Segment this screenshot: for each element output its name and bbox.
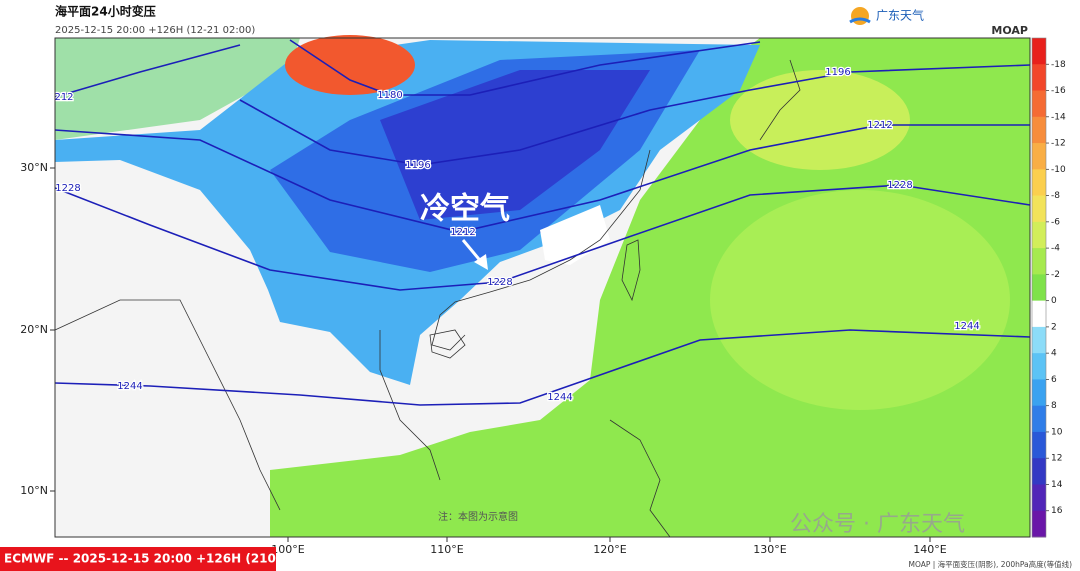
lon-label: 120°E (593, 543, 626, 556)
contour-label: 1244 (954, 321, 979, 332)
contour-label: 212 (54, 92, 73, 103)
colorbar-segment (1032, 143, 1046, 170)
contour-label: 1244 (117, 381, 142, 392)
colorbar-label: 16 (1051, 506, 1063, 516)
colorbar-label: -14 (1051, 112, 1066, 122)
lon-label: 100°E (271, 543, 304, 556)
taiwan (621, 239, 641, 302)
contours: 212 1180 1196 1196 1212 1212 1228 1228 1228 1244 1… (53, 39, 1031, 406)
logo-wave (849, 17, 871, 24)
title: 海平面24小时变压 (55, 4, 156, 19)
credit: MOAP | 海平面变压(阴影), 200hPa高度(等值线) (908, 559, 1072, 569)
contour-label: 1212 (450, 227, 475, 238)
map-frame (54, 37, 1031, 538)
colorbar-label: -18 (1051, 60, 1066, 70)
coastline (431, 149, 651, 351)
colorbar-segment (1032, 248, 1046, 275)
cyan-region (55, 38, 300, 140)
colorbar-label: -16 (1051, 86, 1066, 96)
colorbar-segment (1032, 326, 1046, 354)
product: MOAP (991, 24, 1028, 37)
lon-label: 110°E (430, 543, 463, 556)
colorbar-label: 12 (1051, 454, 1062, 464)
border (54, 299, 281, 511)
contour-label: 1180 (377, 90, 402, 101)
colorbar-label: -10 (1051, 165, 1066, 175)
coastlines (54, 59, 801, 538)
lat-label: 20°N (20, 323, 48, 336)
contour-line (54, 329, 1031, 406)
colorbar-label: 4 (1051, 349, 1057, 359)
colorbar-label: -2 (1051, 270, 1060, 280)
colorbar-segment (1032, 195, 1046, 223)
colorbar-label: -8 (1051, 191, 1060, 201)
red-region (285, 35, 415, 95)
contour-label: 1212 (867, 120, 892, 131)
colorbar-label: -4 (1051, 244, 1060, 254)
annotation: 冷空气 (420, 192, 510, 227)
contour-label: 1228 (487, 277, 512, 288)
islands (609, 419, 671, 538)
colorbar-label: 0 (1051, 296, 1057, 306)
hainan (429, 329, 466, 359)
colorbar-frame (1031, 37, 1047, 538)
colorbar-segment (1032, 405, 1046, 433)
brand: 广东天气 (876, 8, 924, 23)
colorbar-segment (1032, 484, 1046, 512)
colorbar-segment (1032, 353, 1046, 380)
colorbar-label: 6 (1051, 375, 1057, 385)
contour-line (54, 44, 241, 98)
lat-label: 10°N (20, 484, 48, 497)
colorbar-segment (1032, 169, 1046, 197)
contour-line (54, 124, 1030, 233)
model-label: ECMWF -- 2025-12-15 20:00 +126H (2102) (4, 552, 290, 566)
lat-label: 30°N (20, 161, 48, 174)
colorbar-segment (1032, 38, 1046, 65)
logo (851, 7, 869, 25)
colorbar-segment (1032, 510, 1046, 538)
deep-blue-region (380, 70, 650, 220)
colorbar-segment (1032, 274, 1046, 302)
axes: 30°N 20°N 10°N 100°E 110°E 120°E 130°E 140°E (20, 161, 947, 556)
colorbar-segment (1032, 300, 1046, 328)
map-fill (55, 35, 1030, 537)
colorbar-label: -12 (1051, 139, 1066, 149)
colorbar-segment (1032, 221, 1046, 249)
colorbar-segment (1032, 90, 1046, 118)
watermark: 公众号 · 广东天气 (790, 512, 965, 537)
model-banner (0, 547, 276, 571)
colorbar-segment (1032, 379, 1046, 407)
contour-label: 1228 (55, 183, 80, 194)
lon-label: 140°E (913, 543, 946, 556)
subtitle: 2025-12-15 20:00 +126H (12-21 02:00) (55, 25, 255, 36)
colorbar-segment (1032, 458, 1046, 485)
arrow-head (474, 254, 488, 270)
colorbar-label: 2 (1051, 322, 1057, 332)
contour-label: 1244 (547, 392, 572, 403)
colorbar-segment (1032, 431, 1046, 459)
note: 注：本图为示意图 (438, 510, 518, 523)
contour-label: 1228 (887, 180, 912, 191)
contour-line (289, 39, 761, 96)
contour-label: 1196 (405, 160, 430, 171)
contour-label: 1196 (825, 67, 850, 78)
light-green-region (710, 190, 1010, 410)
colorbar-segment (1032, 116, 1046, 144)
colorbar-label: 14 (1051, 480, 1063, 490)
coastline (759, 59, 801, 141)
lon-label: 130°E (753, 543, 786, 556)
contour-line (239, 64, 1031, 166)
colorbar-segment (1032, 64, 1046, 92)
colorbar-label: 8 (1051, 401, 1057, 411)
colorbar: -18 -16 -14 -12 -10 -8 -6 -4 -2 0 2 4 6 8 10 12 14 16 (1031, 37, 1066, 538)
colorbar-label: -6 (1051, 217, 1060, 227)
colorbar-label: 10 (1051, 427, 1063, 437)
contour-line (54, 184, 1031, 291)
coastline (379, 330, 441, 481)
